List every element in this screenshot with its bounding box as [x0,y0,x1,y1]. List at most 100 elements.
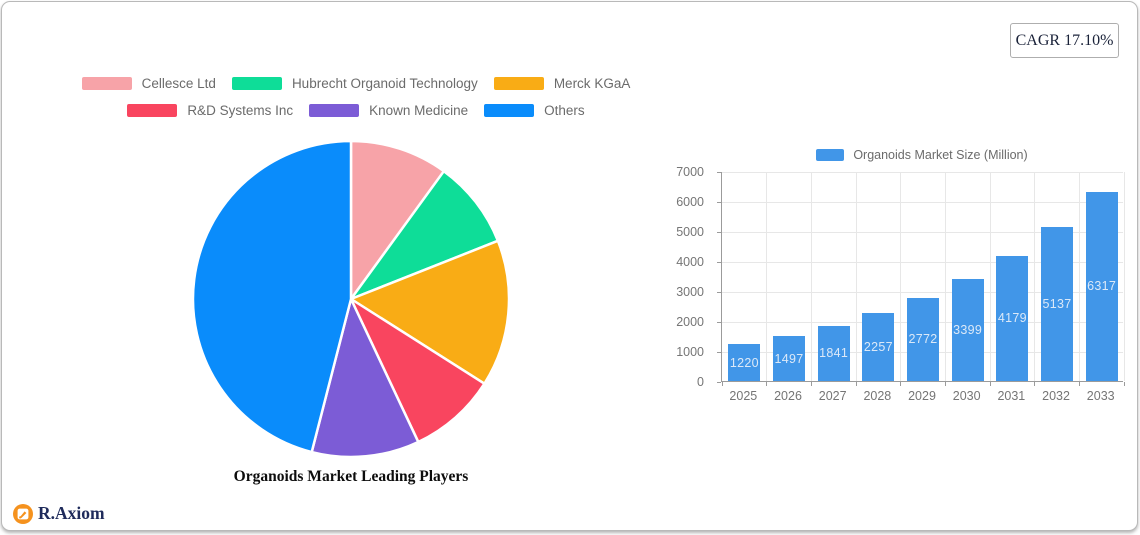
pie-slice-merck-kgaa[interactable] [349,239,511,385]
bar-2026[interactable]: 1497 [773,336,805,381]
gridline-y-6000 [722,201,1123,203]
y-tick-mark [717,321,721,323]
legend-label: Known Medicine [369,103,469,118]
y-axis-label: 4000 [676,255,704,269]
x-axis-label-2027: 2027 [818,389,847,403]
legend-swatch-others [484,104,535,117]
bar-value-label: 2772 [908,332,938,347]
bar-y-axis-labels: 0 1000 2000 3000 4000 5000 6000 7000 [636,165,714,389]
legend-swatch-merck-kgaa [493,77,544,90]
gridline-x [855,172,857,381]
y-tick-mark [717,261,721,263]
y-axis-label: 3000 [676,285,704,299]
legend-label: Others [544,103,585,118]
x-axis-label-2033: 2033 [1086,389,1115,403]
x-tick-mark [1034,382,1036,386]
legend-item-merck-kgaa[interactable]: Merck KGaA [493,76,631,91]
y-axis-label: 2000 [676,315,704,329]
pie-legend-row: Cellesce Ltd Hubrecht Organoid Technology… [81,76,631,91]
legend-item-hubrecht-organoid-technology[interactable]: Hubrecht Organoid Technology [231,76,478,91]
legend-item-known-medicine[interactable]: Known Medicine [309,103,468,118]
bar-value-label: 1220 [729,355,759,370]
bar-2032[interactable]: 5137 [1041,226,1073,381]
legend-item-r-d-systems-inc[interactable]: R&D Systems Inc [127,103,293,118]
legend-label: Cellesce Ltd [141,76,216,91]
legend-label: R&D Systems Inc [187,103,294,118]
legend-item-others[interactable]: Others [484,103,585,118]
x-axis-label-2025: 2025 [729,389,758,403]
x-tick-mark [810,382,812,386]
bar-plot-area: 1220 1497 1841 2257 2772 3399 4179 5137 6317 [717,171,1125,386]
cagr-badge-label: CAGR 17.10% [1015,31,1114,49]
legend-swatch-r-d-systems-inc [127,104,178,117]
bar-x-axis-labels: 2025 2026 2027 2028 2029 2030 2031 2032 2033 [721,389,1123,403]
x-tick-mark [766,382,768,386]
x-tick-mark [989,382,991,386]
gridline-y-5000 [722,231,1123,233]
brand-icon [13,503,33,524]
pie-chart [191,139,511,459]
y-axis-label: 6000 [676,195,704,209]
gridline-x [944,172,946,381]
x-tick-mark [855,382,857,386]
bar-value-label: 1497 [774,351,804,366]
y-tick-mark [717,381,721,383]
x-axis-label-2031: 2031 [997,389,1026,403]
y-tick-mark [717,351,721,353]
legend-label: Hubrecht Organoid Technology [291,76,478,91]
pie-slice-others[interactable] [191,139,353,454]
x-axis-label-2026: 2026 [774,389,802,403]
y-tick-mark [717,171,721,173]
gridline-x [1078,172,1080,381]
legend-item-cellesce-ltd[interactable]: Cellesce Ltd [81,76,216,91]
x-axis-label-2029: 2029 [908,389,936,403]
y-tick-mark [717,201,721,203]
gridline-y-3000 [722,291,1123,293]
gridline-y-7000 [722,171,1123,173]
cagr-badge: CAGR 17.10% [1010,23,1119,58]
x-tick-mark [721,382,723,386]
x-axis-label-2028: 2028 [863,389,892,403]
pie-legend-row: R&D Systems Inc Known Medicine Others [127,103,585,118]
x-tick-mark [944,382,946,386]
pie-title: Organoids Market Leading Players [233,468,469,485]
gridline-x [810,172,812,381]
bar-2025[interactable]: 1220 [728,344,761,381]
pie-slice-r-d-systems-inc[interactable] [349,297,486,444]
pie-slice-cellesce-ltd[interactable] [349,139,446,301]
gridline-y-4000 [722,261,1123,263]
y-axis-label: 5000 [676,225,704,239]
gridline-x [766,172,768,381]
bar-value-label: 3399 [953,323,983,338]
y-tick-mark [717,231,721,233]
brand-name: R.Axiom [38,503,105,523]
y-axis-label: 1000 [676,345,704,359]
x-axis-label-2030: 2030 [952,389,981,403]
brand-logo: R.Axiom [13,503,105,524]
bar-value-label: 1841 [819,346,849,361]
y-axis-label: 0 [697,375,704,389]
bar-value-label: 2257 [863,340,893,355]
bar-2028[interactable]: 2257 [862,313,895,381]
bar-legend-swatch [816,149,845,161]
bar-value-label: 4179 [997,311,1027,326]
legend-swatch-hubrecht-organoid-technology [231,77,282,90]
bar-2030[interactable]: 3399 [951,279,984,381]
bar-value-label: 6317 [1087,279,1117,294]
pie-slice-hubrecht-organoid-technology[interactable] [349,169,500,301]
bar-2033[interactable]: 6317 [1085,191,1118,381]
legend-label: Merck KGaA [553,76,631,91]
legend-swatch-cellesce-ltd [81,77,132,90]
bar-2031[interactable]: 4179 [996,255,1029,381]
y-tick-mark [717,291,721,293]
bar-value-label: 5137 [1042,296,1072,311]
bar-legend-item[interactable]: Organoids Market Size (Million) [721,148,1123,162]
legend-swatch-known-medicine [309,104,360,117]
gridline-x [989,172,991,381]
gridline-x [1123,172,1125,381]
gridline-x [900,172,902,381]
bar-2029[interactable]: 2772 [907,297,939,381]
pie-slice-known-medicine[interactable] [310,297,420,459]
bar-2027[interactable]: 1841 [817,325,850,381]
